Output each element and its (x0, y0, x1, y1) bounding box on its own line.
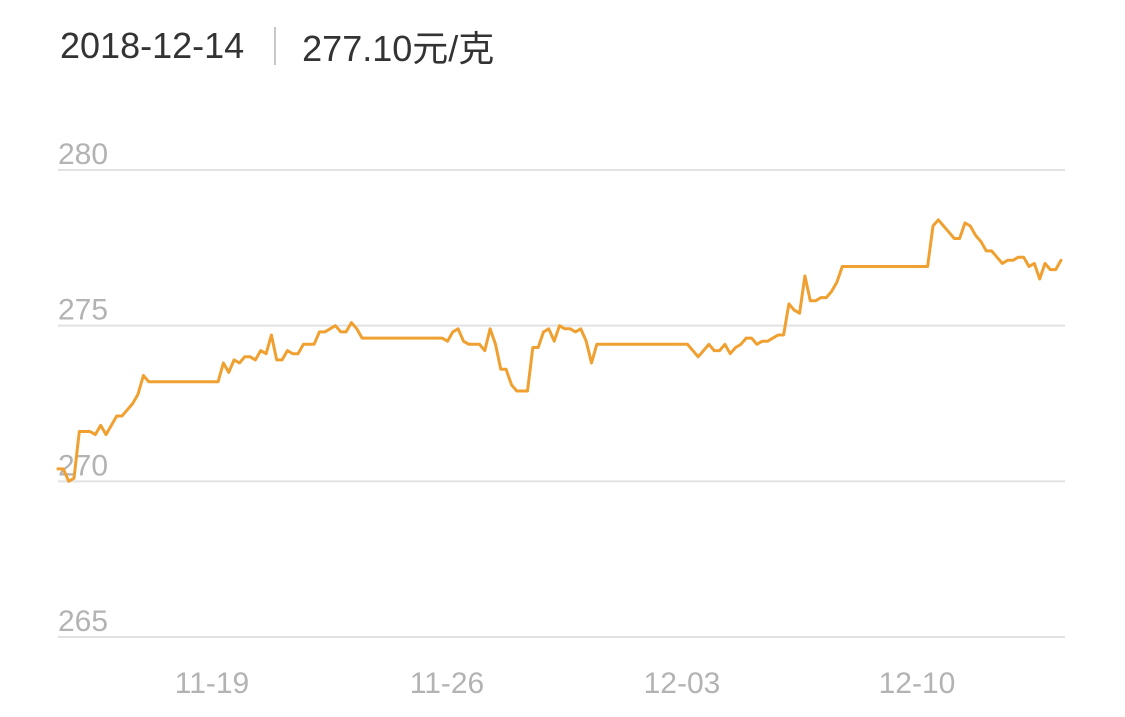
header-divider (274, 27, 277, 65)
y-tick-label: 280 (58, 138, 108, 171)
chart-header: 2018-12-14 277.10元/克 (60, 22, 494, 70)
x-tick-label: 12-03 (644, 667, 721, 700)
price-label: 277.10元/克 (302, 28, 495, 69)
price-series-line (56, 218, 1063, 483)
x-tick-label: 12-10 (879, 667, 956, 700)
y-tick-label: 275 (58, 294, 108, 327)
y-tick-label: 265 (58, 605, 108, 638)
x-tick-label: 11-19 (175, 667, 250, 700)
x-tick-label: 11-26 (410, 667, 485, 700)
date-label: 2018-12-14 (60, 25, 245, 66)
